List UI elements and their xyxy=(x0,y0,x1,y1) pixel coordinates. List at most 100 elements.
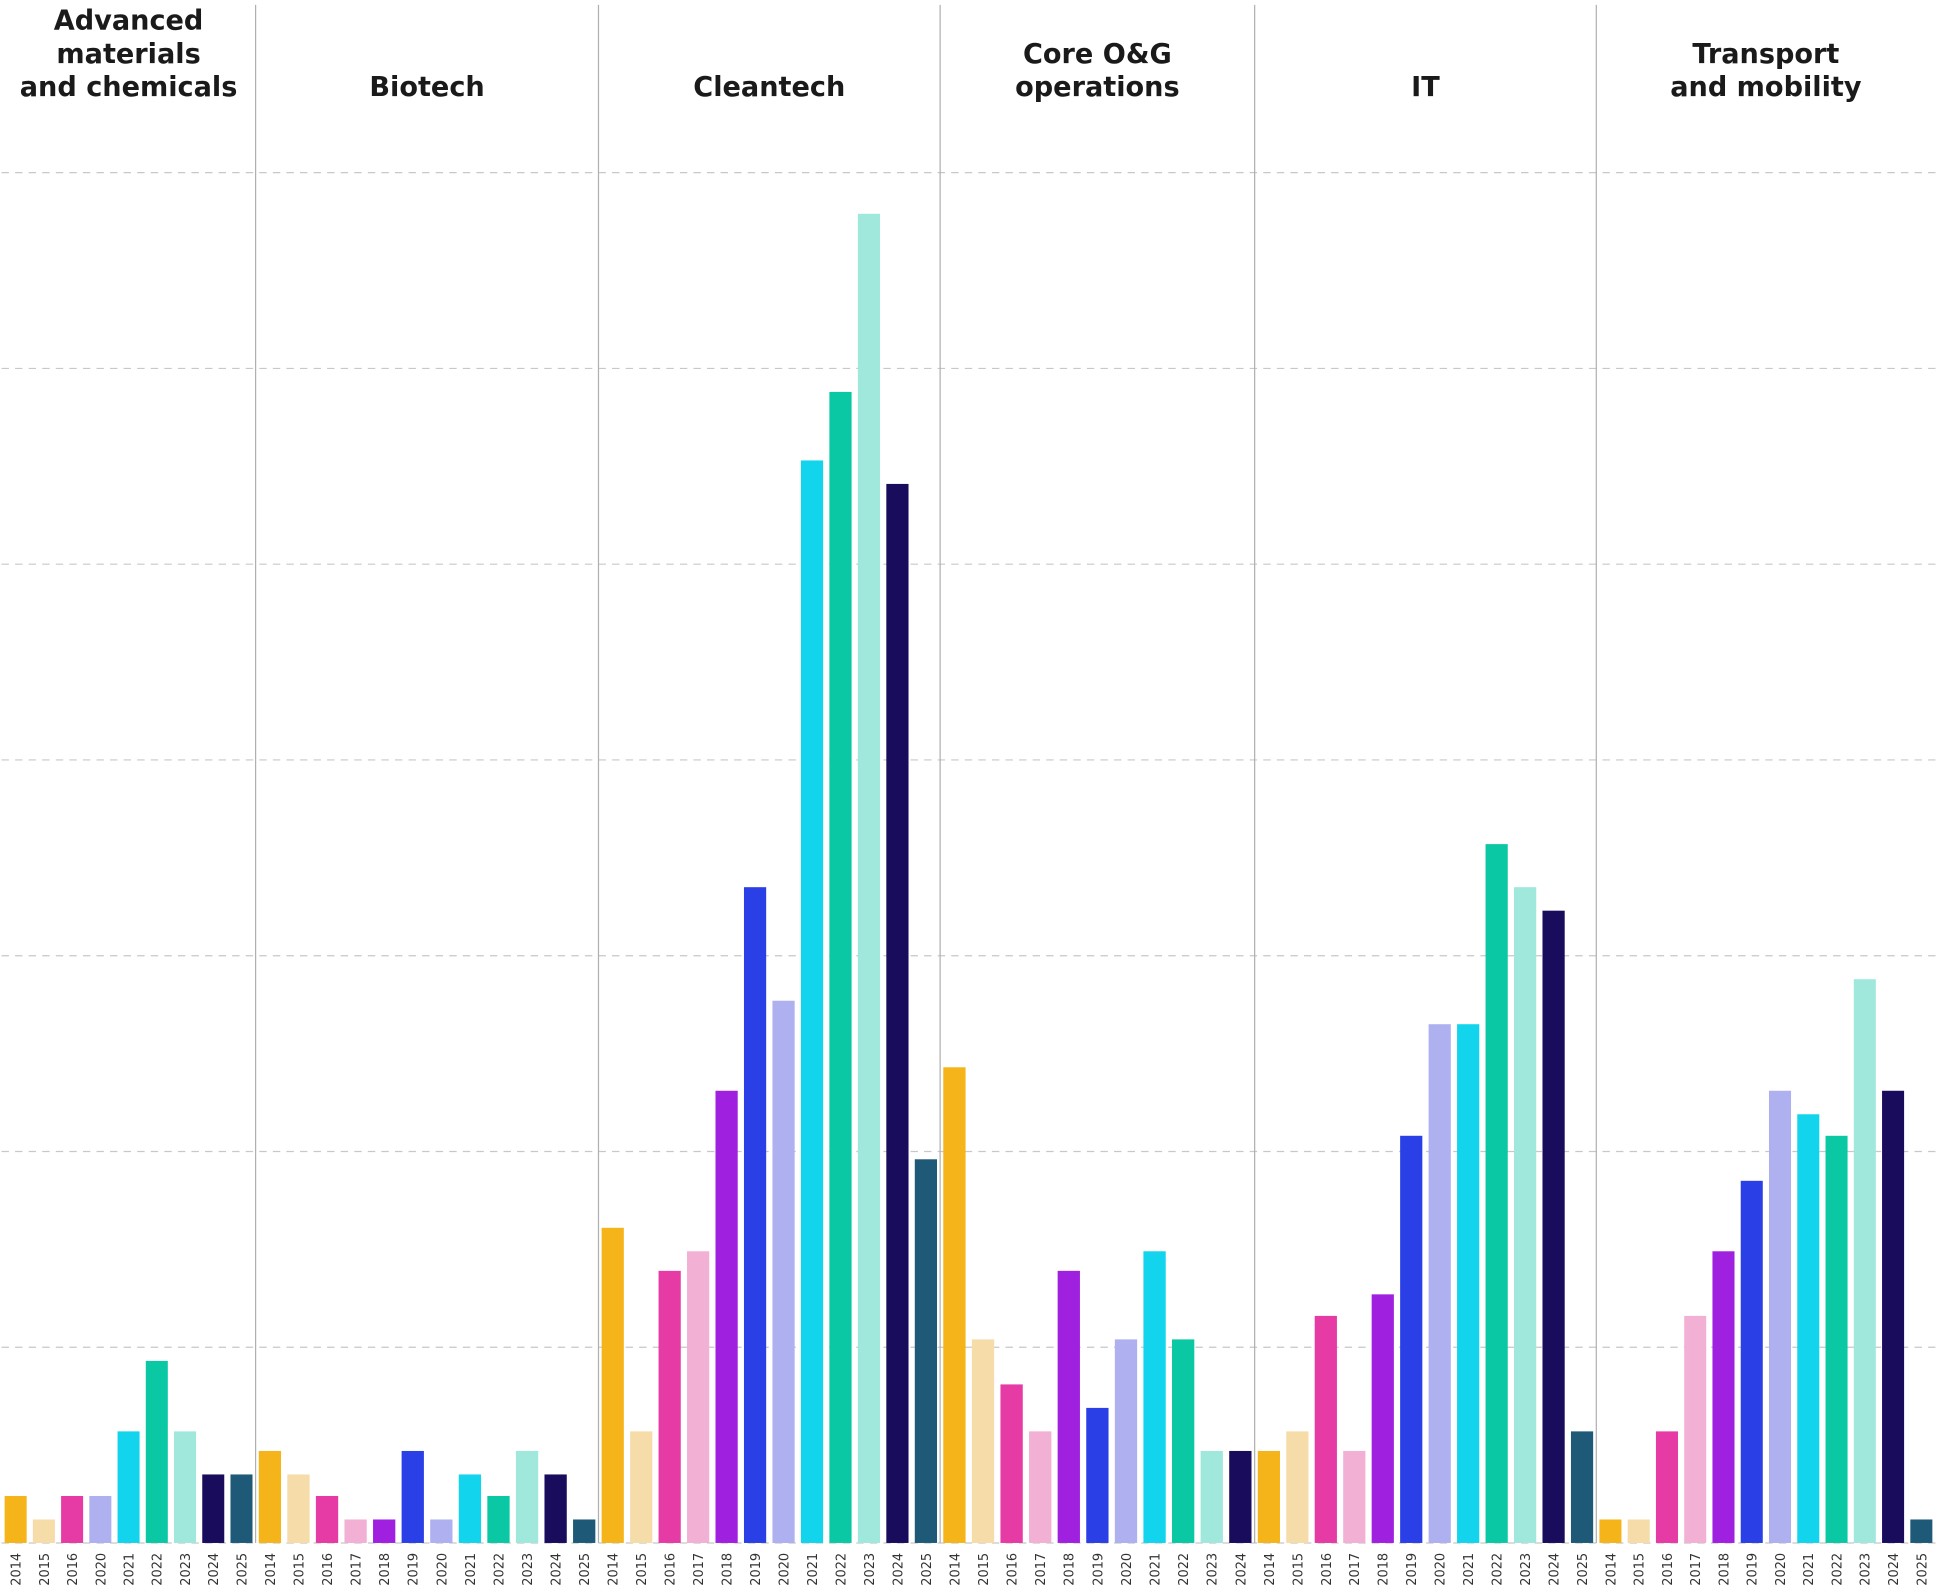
x-tick-label: 2019 xyxy=(1746,1553,1761,1586)
panel-title: Biotech xyxy=(369,72,484,103)
bar xyxy=(1000,1384,1023,1543)
panel-title: materials xyxy=(56,39,200,70)
bar xyxy=(1853,979,1876,1543)
x-tick-label: 2021 xyxy=(122,1553,137,1586)
bar xyxy=(117,1431,140,1543)
bar xyxy=(886,483,909,1543)
x-tick-label: 2022 xyxy=(834,1553,849,1586)
bar xyxy=(458,1474,482,1543)
x-tick-label: 2017 xyxy=(350,1553,365,1586)
x-tick-label: 2015 xyxy=(292,1553,307,1586)
panel-title: operations xyxy=(1015,72,1179,103)
x-tick-label: 2022 xyxy=(151,1553,166,1586)
bar xyxy=(1910,1519,1933,1543)
bar xyxy=(800,460,824,1543)
x-tick-label: 2023 xyxy=(863,1553,878,1586)
bar xyxy=(315,1495,339,1543)
x-tick-label: 2021 xyxy=(806,1553,821,1586)
x-tick-label: 2015 xyxy=(1633,1553,1648,1586)
x-tick-label: 2018 xyxy=(1377,1553,1392,1586)
bar xyxy=(772,1000,795,1543)
x-tick-label: 2018 xyxy=(1063,1553,1078,1586)
bar xyxy=(1229,1450,1252,1543)
x-tick-label: 2019 xyxy=(1405,1553,1420,1586)
x-tick-label: 2024 xyxy=(1234,1553,1249,1586)
panel-title: Transport xyxy=(1692,39,1839,70)
x-tick-label: 2015 xyxy=(977,1553,992,1586)
bar xyxy=(89,1495,112,1543)
bar xyxy=(573,1519,596,1543)
bar xyxy=(1172,1339,1195,1543)
panel-title: Cleantech xyxy=(693,72,845,103)
bar xyxy=(1029,1431,1052,1543)
bar xyxy=(1570,1431,1594,1543)
bar xyxy=(743,887,767,1543)
panel-title: Advanced xyxy=(54,6,204,37)
x-tick-label: 2017 xyxy=(1348,1553,1363,1586)
bar xyxy=(1086,1407,1109,1543)
bar xyxy=(1457,1024,1480,1543)
bar xyxy=(1143,1251,1166,1543)
bar xyxy=(1343,1450,1366,1543)
x-tick-label: 2020 xyxy=(1774,1553,1789,1586)
bar xyxy=(145,1360,168,1543)
bar xyxy=(1768,1090,1792,1543)
bar xyxy=(914,1159,938,1543)
bar xyxy=(687,1251,710,1543)
bar xyxy=(1599,1519,1622,1543)
bar xyxy=(174,1431,197,1543)
x-tick-label: 2015 xyxy=(38,1553,53,1586)
bar xyxy=(1797,1114,1820,1543)
x-tick-label: 2014 xyxy=(948,1553,963,1586)
x-tick-label: 2016 xyxy=(1006,1553,1021,1586)
x-tick-label: 2016 xyxy=(321,1553,336,1586)
x-tick-label: 2021 xyxy=(1149,1553,1164,1586)
x-tick-label: 2024 xyxy=(207,1553,222,1586)
bar xyxy=(1542,910,1565,1543)
bar xyxy=(1400,1135,1423,1543)
x-tick-label: 2023 xyxy=(179,1553,194,1586)
x-tick-label: 2017 xyxy=(692,1553,707,1586)
x-tick-label: 2021 xyxy=(1802,1553,1817,1586)
bar xyxy=(515,1450,539,1543)
x-tick-label: 2021 xyxy=(464,1553,479,1586)
x-tick-label: 2022 xyxy=(1177,1553,1192,1586)
x-tick-label: 2025 xyxy=(1915,1553,1930,1586)
bar xyxy=(1114,1339,1138,1543)
bar xyxy=(1057,1270,1080,1543)
bar xyxy=(1655,1431,1678,1543)
x-tick-label: 2020 xyxy=(777,1553,792,1586)
x-tick-label: 2022 xyxy=(492,1553,507,1586)
bar xyxy=(1485,844,1508,1543)
x-tick-label: 2018 xyxy=(721,1553,736,1586)
bar xyxy=(1825,1135,1848,1543)
bar xyxy=(373,1519,396,1543)
x-tick-label: 2023 xyxy=(1859,1553,1874,1586)
x-tick-label: 2014 xyxy=(1263,1553,1278,1586)
x-tick-label: 2020 xyxy=(435,1553,450,1586)
x-tick-label: 2020 xyxy=(1434,1553,1449,1586)
bar xyxy=(1286,1431,1309,1543)
bar xyxy=(61,1495,84,1543)
bar xyxy=(971,1339,995,1543)
x-tick-label: 2024 xyxy=(891,1553,906,1586)
bar xyxy=(1740,1180,1763,1543)
bar xyxy=(658,1270,681,1543)
x-tick-label: 2016 xyxy=(1661,1553,1676,1586)
bar xyxy=(1627,1519,1650,1543)
bar xyxy=(1200,1450,1223,1543)
bar xyxy=(1712,1251,1735,1543)
x-tick-label: 2023 xyxy=(521,1553,536,1586)
x-tick-label: 2022 xyxy=(1491,1553,1506,1586)
x-tick-label: 2016 xyxy=(1320,1553,1335,1586)
x-tick-label: 2014 xyxy=(10,1553,25,1586)
x-tick-label: 2023 xyxy=(1206,1553,1221,1586)
x-tick-label: 2018 xyxy=(1717,1553,1732,1586)
bar xyxy=(230,1474,253,1543)
x-tick-label: 2018 xyxy=(378,1553,393,1586)
x-tick-label: 2021 xyxy=(1462,1553,1477,1586)
x-tick-label: 2025 xyxy=(920,1553,935,1586)
x-tick-label: 2025 xyxy=(235,1553,250,1586)
